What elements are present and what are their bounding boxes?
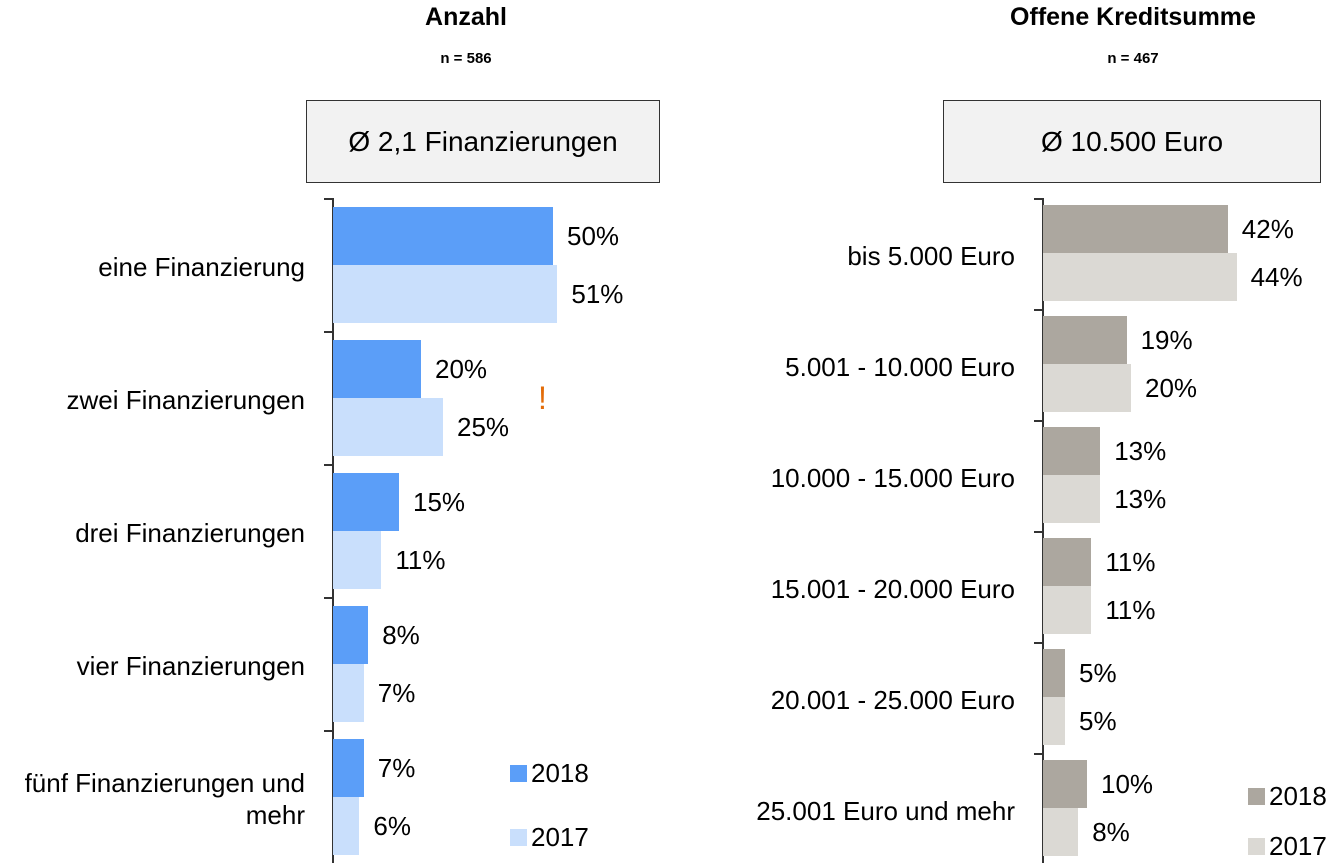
axis-tick (1034, 531, 1043, 533)
bar (1043, 649, 1065, 697)
legend-swatch (1248, 838, 1265, 855)
value-label: 8% (1092, 817, 1130, 847)
annotation-mark: ! (538, 380, 547, 416)
axis-tick (1034, 753, 1043, 755)
value-label: 7% (377, 753, 416, 783)
axis-tick (324, 331, 333, 333)
value-label: 20% (435, 354, 488, 384)
axis-tick (324, 597, 333, 599)
category-label: 15.001 - 20.000 Euro (770, 573, 1015, 604)
bar (1043, 427, 1101, 475)
bar (333, 398, 443, 456)
value-label: 11% (1105, 595, 1156, 625)
value-label: 5% (1079, 706, 1117, 736)
category-label: fünf Finanzierungen und mehr (24, 767, 305, 830)
bar (1043, 316, 1127, 364)
annotation-box: Ø 10.500 Euro (943, 100, 1321, 183)
bar (1043, 808, 1079, 856)
category-label: bis 5.000 Euro (847, 240, 1015, 271)
axis-tick (324, 198, 333, 200)
category-label: 10.000 - 15.000 Euro (770, 462, 1015, 493)
legend-swatch (1248, 788, 1265, 805)
bar (1043, 586, 1092, 634)
axis-line (332, 198, 334, 863)
category-label: 20.001 - 25.000 Euro (770, 684, 1015, 715)
legend-label: 2018 (1269, 781, 1327, 811)
legend-label: 2018 (531, 758, 589, 788)
chart-title: Anzahl (425, 3, 507, 31)
axis-tick (1034, 642, 1043, 644)
legend-swatch (510, 829, 527, 846)
bar (1043, 364, 1131, 412)
value-label: 50% (567, 221, 620, 251)
legend-label: 2017 (1269, 831, 1327, 861)
category-label: vier Finanzierungen (76, 650, 305, 681)
annotation-box: Ø 2,1 Finanzierungen (306, 100, 660, 183)
axis-tick (1034, 198, 1043, 200)
category-label: eine Finanzierung (98, 251, 305, 282)
bar (1043, 205, 1228, 253)
value-label: 19% (1140, 325, 1193, 355)
value-label: 15% (413, 487, 466, 517)
bar (1043, 697, 1065, 745)
category-label: 5.001 - 10.000 Euro (785, 351, 1015, 382)
bar (333, 606, 369, 664)
legend-label: 2017 (531, 822, 589, 852)
bar (333, 531, 382, 589)
bar (333, 797, 360, 855)
chart-subtitle: n = 467 (1107, 50, 1159, 67)
category-label: zwei Finanzierungen (66, 384, 305, 415)
value-label: 25% (457, 412, 510, 442)
value-label: 13% (1114, 436, 1167, 466)
value-label: 5% (1079, 658, 1117, 688)
chart-title: Offene Kreditsumme (1010, 3, 1256, 31)
bar (1043, 253, 1237, 301)
bar (333, 664, 364, 722)
category-label: drei Finanzierungen (75, 517, 305, 548)
bar (1043, 538, 1092, 586)
axis-tick (324, 464, 333, 466)
legend-swatch (510, 765, 527, 782)
value-label: 10% (1101, 769, 1154, 799)
bar (333, 207, 553, 265)
axis-tick (324, 730, 333, 732)
axis-line (1042, 198, 1044, 863)
bar (1043, 760, 1087, 808)
value-label: 51% (571, 279, 624, 309)
value-label: 11% (395, 545, 446, 575)
value-label: 44% (1250, 262, 1303, 292)
value-label: 11% (1105, 547, 1156, 577)
value-label: 42% (1241, 214, 1294, 244)
value-label: 7% (377, 678, 416, 708)
bar (333, 265, 558, 323)
bar (333, 340, 421, 398)
value-label: 20% (1145, 373, 1198, 403)
axis-tick (1034, 420, 1043, 422)
axis-tick (1034, 309, 1043, 311)
chart-subtitle: n = 586 (440, 50, 492, 67)
value-label: 8% (382, 620, 420, 650)
bar (1043, 475, 1101, 523)
category-label: 25.001 Euro und mehr (756, 795, 1015, 826)
value-label: 13% (1114, 484, 1167, 514)
value-label: 6% (373, 811, 411, 841)
bar (333, 473, 399, 531)
bar (333, 739, 364, 797)
